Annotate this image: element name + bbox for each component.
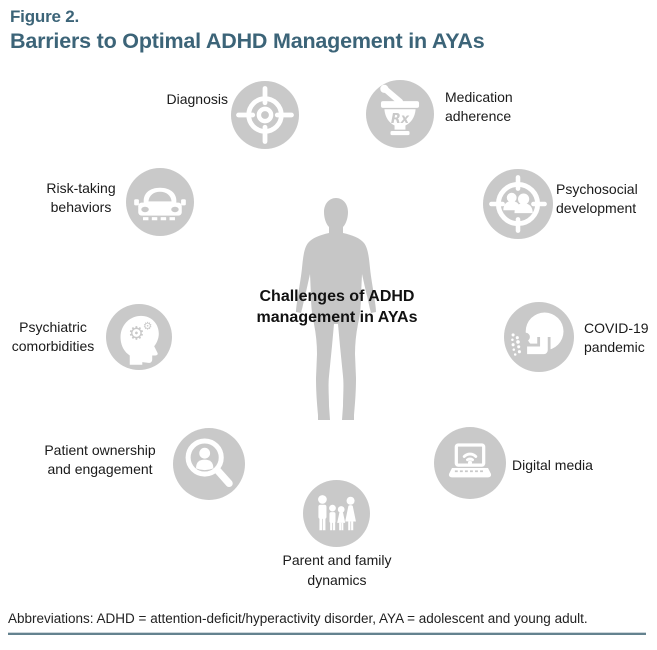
barrier-label-diagnosis: Diagnosis (166, 91, 228, 107)
barrier-label-covid: COVID-19 pandemic (584, 320, 649, 355)
head-with-gears-icon: ⚙ ⚙ (120, 315, 159, 365)
rx-glyph: Rx (391, 112, 410, 127)
barrier-icon-patient-ownership (173, 428, 245, 500)
family-figures-icon (318, 495, 356, 531)
gear-icon: ⚙ (143, 321, 152, 333)
figure-number: Figure 2. (10, 7, 80, 26)
barrier-label-psychiatric: Psychiatric comorbidities (11, 319, 95, 354)
bottom-divider (8, 632, 646, 635)
figure-title: Barriers to Optimal ADHD Management in A… (10, 29, 485, 53)
gear-icon: ⚙ (128, 324, 145, 345)
magnifier-person-icon (185, 438, 233, 488)
barrier-icon-covid (504, 302, 574, 372)
barrier-icon-diagnosis (231, 81, 299, 149)
people-in-target-icon (489, 175, 547, 233)
coughing-head-icon (511, 312, 564, 357)
barrier-icon-family (303, 480, 370, 547)
barrier-icon-psychiatric: ⚙ ⚙ (106, 304, 172, 370)
car-front-icon (134, 187, 186, 221)
barrier-label-psychosocial: Psychosocial development (556, 181, 638, 216)
barrier-icon-risk-taking (126, 168, 194, 236)
barrier-icon-medication-adherence: Rx (366, 80, 434, 148)
crosshair-target-icon (236, 86, 294, 144)
abbreviations-note: Abbreviations: ADHD = attention-deficit/… (8, 611, 588, 626)
barrier-icon-psychosocial (483, 169, 553, 239)
barrier-label-digital-media: Digital media (512, 457, 593, 473)
barrier-label-medication-adherence: Medication adherence (445, 89, 513, 124)
mortar-pestle-rx-icon: Rx (380, 84, 420, 136)
barrier-label-patient-ownership: Patient ownership and engagement (44, 442, 156, 477)
human-silhouette (296, 198, 376, 420)
barrier-label-risk-taking: Risk-taking behaviors (46, 180, 116, 215)
droplet-spray (511, 333, 521, 356)
laptop-wifi-icon (448, 443, 492, 478)
center-caption: Challenges of ADHD management in AYAs (256, 288, 418, 326)
barrier-label-family: Parent and family dynamics (282, 552, 392, 588)
barrier-icon-digital-media (434, 427, 506, 499)
